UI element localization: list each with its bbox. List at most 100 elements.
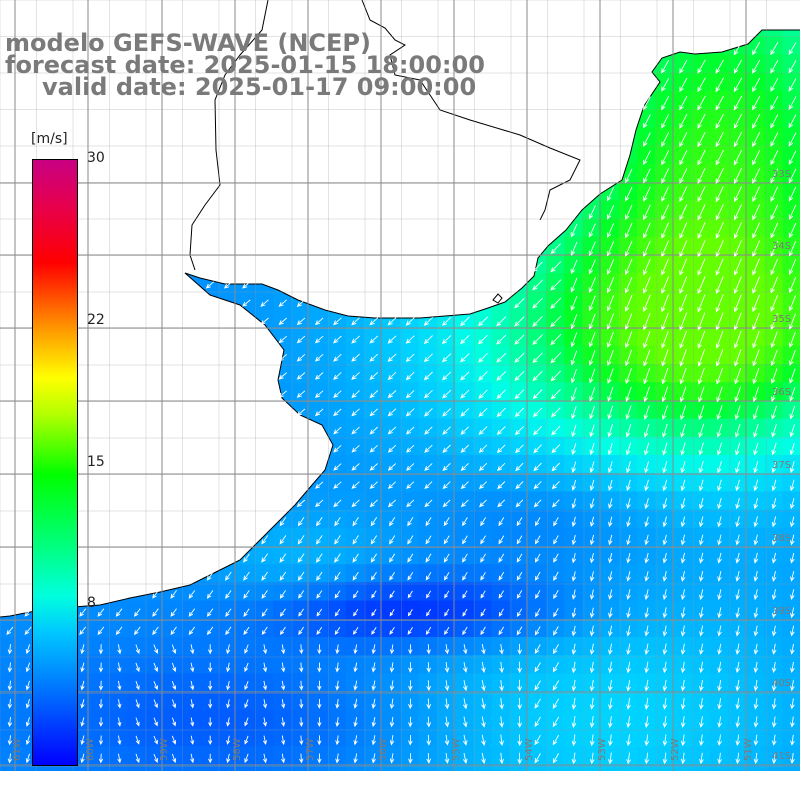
speed-cell <box>582 691 602 711</box>
speed-cell <box>582 564 602 583</box>
speed-cell <box>418 473 438 492</box>
speed-cell <box>746 418 765 438</box>
speed-cell <box>400 637 420 656</box>
wind-arrow <box>7 735 13 746</box>
speed-cell <box>600 546 620 565</box>
wind-arrow <box>608 589 613 600</box>
speed-cell <box>436 382 456 401</box>
wind-arrow <box>444 590 450 599</box>
wind-arrow <box>335 735 340 746</box>
speed-cell <box>764 418 784 438</box>
wind-arrow <box>426 662 431 673</box>
wind-arrow <box>788 114 797 129</box>
speed-cell <box>764 473 784 492</box>
speed-cell <box>345 418 365 438</box>
wind-arrow <box>369 463 378 471</box>
wind-arrow <box>550 297 562 309</box>
wind-arrow <box>550 279 562 291</box>
wind-arrow <box>662 589 668 601</box>
speed-cell <box>418 600 438 620</box>
wind-arrow <box>644 534 649 546</box>
wind-arrow <box>626 679 631 692</box>
speed-cell <box>364 345 383 365</box>
wind-arrow <box>405 335 415 344</box>
wind-arrow <box>699 734 704 747</box>
speed-cell <box>527 709 547 729</box>
wind-arrow <box>408 734 413 746</box>
speed-cell <box>746 436 765 456</box>
wind-arrow <box>426 680 432 692</box>
wind-arrow <box>389 571 395 581</box>
speed-cell <box>709 127 729 147</box>
speed-cell <box>582 527 602 547</box>
speed-cell <box>327 491 347 511</box>
wind-arrow <box>262 662 268 673</box>
speed-cell <box>327 746 347 765</box>
speed-cell <box>345 491 365 511</box>
speed-cell <box>764 691 784 711</box>
speed-cell <box>728 709 747 729</box>
wind-arrow <box>661 132 670 148</box>
wind-arrow <box>717 661 722 674</box>
speed-cell <box>673 564 693 583</box>
speed-cell <box>364 709 383 729</box>
speed-cell <box>637 273 656 292</box>
speed-cell <box>291 309 310 329</box>
speed-cell <box>327 618 347 638</box>
wind-arrow <box>680 497 686 510</box>
wind-arrow <box>662 698 668 710</box>
speed-cell <box>746 564 765 583</box>
speed-cell <box>364 546 383 565</box>
wind-arrow <box>588 350 596 366</box>
wind-arrow <box>698 497 704 510</box>
speed-cell <box>691 637 711 656</box>
wind-arrow <box>644 716 650 729</box>
speed-cell <box>436 600 456 620</box>
wind-arrow <box>299 662 304 673</box>
speed-cell <box>273 618 292 638</box>
wind-arrow <box>351 408 360 417</box>
wind-arrow <box>644 697 650 710</box>
wind-arrow <box>406 499 415 508</box>
speed-cell <box>600 509 620 529</box>
speed-cell <box>182 582 201 602</box>
wind-arrow <box>589 643 595 655</box>
wind-arrow <box>371 698 376 710</box>
wind-arrow <box>97 626 105 636</box>
speed-cell <box>691 546 711 565</box>
speed-cell <box>618 564 638 583</box>
wind-arrow <box>459 316 470 327</box>
wind-arrow <box>424 444 433 453</box>
wind-arrow <box>589 716 595 729</box>
wind-arrow <box>462 553 468 563</box>
wind-arrow <box>570 223 578 238</box>
speed-cell <box>327 655 347 674</box>
wind-arrow <box>752 131 761 148</box>
speed-cell <box>491 418 511 438</box>
wind-arrow <box>389 662 395 673</box>
wind-arrow <box>463 644 468 655</box>
speed-cell <box>182 600 201 620</box>
wind-arrow <box>115 608 123 617</box>
speed-cell <box>345 364 365 383</box>
wind-arrow <box>514 352 525 363</box>
speed-cell <box>345 345 365 365</box>
wind-arrow <box>206 626 214 636</box>
wind-arrow <box>717 516 722 528</box>
speed-cell <box>655 509 674 529</box>
wind-arrow <box>624 313 633 331</box>
wind-arrow <box>571 516 577 528</box>
wind-arrow <box>608 571 613 582</box>
speed-cell <box>291 382 310 401</box>
speed-cell <box>782 72 800 92</box>
wind-arrow <box>352 571 359 581</box>
speed-cell <box>400 491 420 511</box>
speed-cell <box>491 618 511 638</box>
speed-cell <box>673 145 693 165</box>
speed-cell <box>600 655 620 674</box>
wind-arrow <box>297 553 305 563</box>
wind-arrow <box>243 553 250 563</box>
wind-arrow <box>534 753 541 764</box>
speed-cell <box>473 455 492 474</box>
wind-arrow <box>790 625 795 637</box>
